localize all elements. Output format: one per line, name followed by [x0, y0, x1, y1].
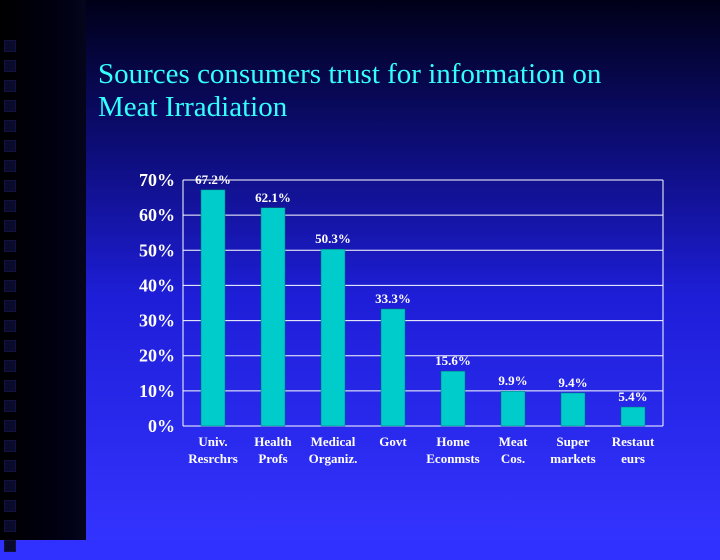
title-line-1: Sources consumers trust for information …: [98, 58, 602, 90]
slide-background: [0, 0, 720, 540]
decorative-square: [4, 80, 16, 92]
data-label: 33.3%: [375, 291, 411, 306]
decorative-square: [4, 540, 16, 552]
category-label: eurs: [621, 451, 645, 466]
category-label: Resrchrs: [188, 451, 238, 466]
bar: [440, 370, 466, 427]
category-label: Home: [436, 434, 469, 449]
data-label: 9.4%: [558, 375, 587, 390]
y-tick-label: 10%: [139, 381, 175, 401]
data-label: 62.1%: [255, 190, 291, 205]
left-decorative-strip: [0, 0, 86, 552]
y-tick-label: 30%: [139, 311, 175, 331]
decorative-square: [4, 480, 16, 492]
category-label: Cos.: [501, 451, 525, 466]
category-label: Profs: [258, 451, 287, 466]
decorative-square: [4, 420, 16, 432]
y-axis-tick-labels: 0% 10% 20% 30% 40% 50% 60% 70%: [139, 170, 175, 436]
bar: [380, 308, 406, 427]
bar: [320, 248, 346, 427]
y-tick-label: 70%: [139, 170, 175, 190]
decorative-square: [4, 200, 16, 212]
y-tick-label: 40%: [139, 275, 175, 295]
category-label: Meat: [499, 434, 529, 449]
decorative-square: [4, 500, 16, 512]
category-label: markets: [550, 451, 596, 466]
category-label: Health: [254, 434, 292, 449]
data-label: 9.9%: [498, 373, 527, 388]
category-label: Restaut: [612, 434, 655, 449]
decorative-square: [4, 320, 16, 332]
decorative-square: [4, 280, 16, 292]
decorative-square: [4, 380, 16, 392]
decorative-square: [4, 140, 16, 152]
y-tick-label: 0%: [148, 416, 175, 436]
bar-chart: 0% 10% 20% 30% 40% 50% 60% 70% 67.2% 62.1% 50.3% 3…: [139, 170, 664, 466]
bars: [200, 189, 646, 427]
slide-title: Sources consumers trust for information …: [98, 58, 698, 124]
data-label: 67.2%: [195, 172, 231, 187]
category-label: Univ.: [198, 434, 227, 449]
category-label: Govt: [379, 434, 407, 449]
decorative-square: [4, 260, 16, 272]
category-label: Medical: [311, 434, 356, 449]
data-label: 5.4%: [618, 389, 647, 404]
decorative-square: [4, 40, 16, 52]
decorative-square: [4, 360, 16, 372]
category-labels: Univ. Resrchrs Health Profs Medical Organiz. G…: [188, 434, 655, 466]
gridlines: [182, 179, 664, 427]
decorative-square: [4, 300, 16, 312]
decorative-square: [4, 160, 16, 172]
decorative-square: [4, 240, 16, 252]
decorative-square: [4, 340, 16, 352]
data-label: 50.3%: [315, 231, 351, 246]
y-tick-label: 20%: [139, 346, 175, 366]
bar: [620, 406, 646, 427]
y-tick-label: 60%: [139, 205, 175, 225]
title-line-2: Meat Irradiation: [98, 91, 288, 123]
decorative-square: [4, 60, 16, 72]
decorative-square: [4, 220, 16, 232]
decorative-square: [4, 440, 16, 452]
category-label: Organiz.: [309, 451, 358, 466]
data-labels: 67.2% 62.1% 50.3% 33.3% 15.6% 9.9% 9.4% 5.4%: [195, 172, 648, 404]
data-label: 15.6%: [435, 353, 471, 368]
decorative-square: [4, 460, 16, 472]
decorative-square: [4, 520, 16, 532]
decorative-square: [4, 180, 16, 192]
decorative-square: [4, 120, 16, 132]
bar: [560, 392, 586, 427]
category-label: Econmsts: [426, 451, 479, 466]
bar: [260, 207, 286, 427]
category-label: Super: [556, 434, 589, 449]
decorative-square: [4, 100, 16, 112]
decorative-square: [4, 400, 16, 412]
bar: [500, 390, 526, 427]
y-tick-label: 50%: [139, 240, 175, 260]
bar: [200, 189, 226, 427]
